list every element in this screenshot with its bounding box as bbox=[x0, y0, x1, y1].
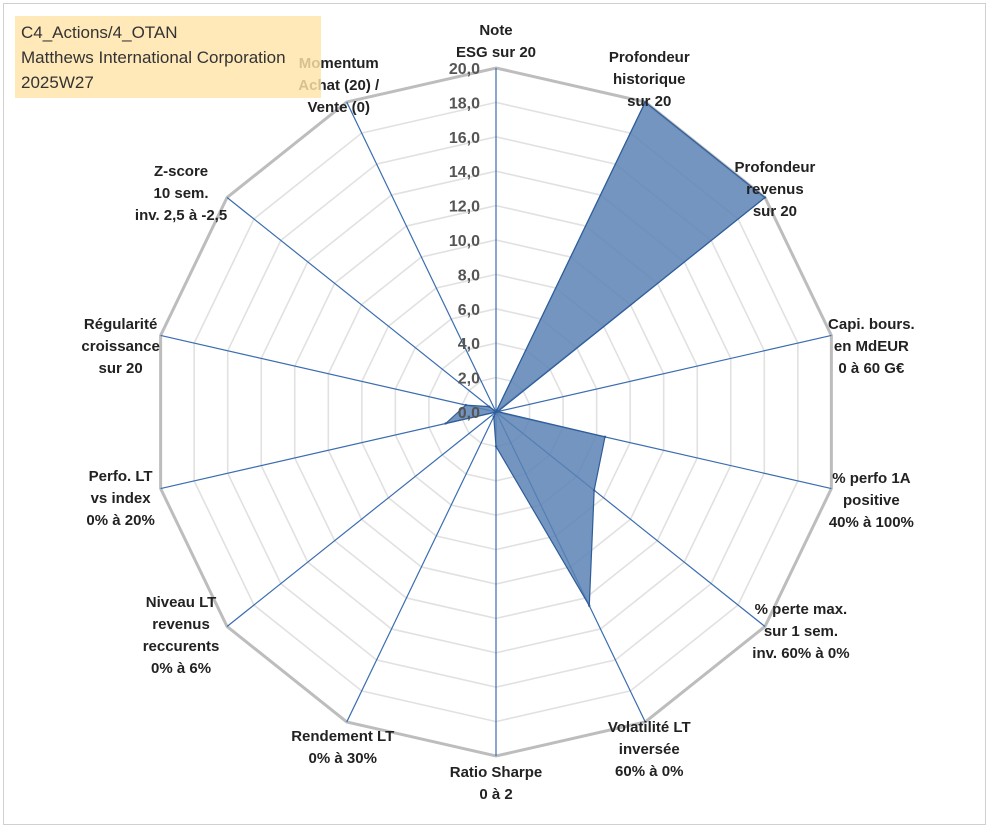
axis-label-line: 0% à 20% bbox=[86, 511, 155, 529]
data-point bbox=[492, 415, 495, 418]
axis-label-line: positive bbox=[843, 491, 900, 509]
axis-label: Profondeur historique sur 20 bbox=[609, 47, 690, 113]
data-point bbox=[494, 410, 498, 414]
axis-label-line: inv. 60% à 0% bbox=[752, 645, 850, 663]
data-point bbox=[592, 489, 596, 492]
axis-label: Profondeur revenus sur 20 bbox=[735, 157, 816, 223]
axis-label-line: Régularité bbox=[83, 316, 158, 334]
tick-label: 4,0 bbox=[458, 336, 480, 353]
tick-label: 18,0 bbox=[449, 95, 480, 112]
axis-label: Note ESG sur 20 bbox=[456, 20, 536, 64]
axis-label: Volatilité LT inversée 60% à 0% bbox=[608, 717, 691, 783]
axis-label-line: 60% à 0% bbox=[615, 762, 684, 780]
axis-spoke bbox=[346, 411, 497, 723]
data-point bbox=[644, 100, 647, 104]
title-line-1: C4_Actions/4_OTAN bbox=[21, 23, 178, 42]
axis-label: % perfo 1A positive 40% à 100% bbox=[829, 468, 914, 534]
data-point bbox=[488, 405, 491, 408]
axis-label-line: inversée bbox=[618, 740, 680, 758]
title-line-3: 2025W27 bbox=[21, 73, 94, 92]
axis-label-line: 40% à 100% bbox=[828, 513, 914, 531]
axis-label-line: Volatilité LT bbox=[607, 718, 691, 736]
data-point bbox=[494, 445, 498, 448]
axis-label-line: sur 20 bbox=[752, 202, 798, 220]
axis-label-line: Niveau LT bbox=[145, 594, 217, 612]
axis-label: Perfo. LT vs index 0% à 20% bbox=[86, 466, 154, 532]
axis-label-line: historique bbox=[612, 71, 686, 89]
tick-label: 20,0 bbox=[449, 61, 480, 78]
axis-label-line: Capi. bours. bbox=[828, 316, 915, 334]
tick-label: 2,0 bbox=[458, 371, 480, 388]
axis-label-line: 0% à 30% bbox=[308, 749, 377, 767]
tick-label: 14,0 bbox=[449, 164, 480, 181]
axis-label-line: Vente (0) bbox=[307, 99, 370, 117]
chart-title-box: C4_Actions/4_OTAN Matthews International… bbox=[15, 16, 321, 98]
axis-label: Rendement LT 0% à 30% bbox=[291, 726, 394, 770]
axis-label: Z-score 10 sem. inv. 2,5 à -2,5 bbox=[135, 161, 227, 227]
axis-spoke bbox=[226, 197, 497, 413]
axis-label-line: % perfo 1A bbox=[832, 469, 911, 487]
axis-label-line: ESG sur 20 bbox=[455, 44, 537, 61]
axis-spoke bbox=[160, 334, 497, 413]
axis-label-line: % perte max. bbox=[754, 601, 848, 619]
axis-label-line: 0 à 2 bbox=[479, 786, 513, 803]
axis-label-line: Note bbox=[479, 22, 513, 39]
axis-label-line: Z-score bbox=[153, 162, 209, 180]
axis-label: Ratio Sharpe 0 à 2 bbox=[450, 762, 543, 806]
radar-series bbox=[443, 100, 767, 608]
axis-label-line: Profondeur bbox=[608, 49, 690, 67]
data-point bbox=[464, 403, 468, 407]
axis-label-line: reccurents bbox=[142, 638, 220, 656]
data-point bbox=[603, 435, 607, 439]
axis-label-line: sur 20 bbox=[627, 93, 672, 111]
tick-label: 6,0 bbox=[458, 302, 480, 319]
chart-frame: 0,0 2,0 4,0 6,0 8,0 10,0 12,0 14,0 16,0 18,0 20,0 … bbox=[3, 3, 986, 825]
data-point bbox=[763, 196, 767, 199]
radar-tick-labels: 0,0 2,0 4,0 6,0 8,0 10,0 12,0 14,0 16,0 18,0 20,0 bbox=[449, 61, 480, 422]
axis-label-line: revenus bbox=[152, 616, 210, 634]
radar-chart: 0,0 2,0 4,0 6,0 8,0 10,0 12,0 14,0 16,0 18,0 20,0 bbox=[159, 61, 833, 758]
axis-label-line: inv. 2,5 à -2,5 bbox=[134, 206, 228, 224]
axis-label-line: en MdEUR bbox=[833, 338, 909, 356]
tick-label: 8,0 bbox=[458, 267, 480, 284]
axis-label-line: Profondeur bbox=[734, 158, 816, 176]
axis-spoke bbox=[160, 411, 497, 490]
data-point bbox=[588, 604, 591, 607]
axis-label-line: croissance bbox=[81, 338, 160, 356]
axis-spoke bbox=[346, 101, 497, 413]
data-point bbox=[444, 422, 447, 425]
axis-label-line: vs index bbox=[90, 489, 151, 507]
axis-spoke bbox=[495, 334, 832, 413]
axis-label-line: sur 20 bbox=[98, 360, 143, 378]
axis-label: % perte max. sur 1 sem. inv. 60% à 0% bbox=[752, 599, 849, 665]
axis-label-line: revenus bbox=[746, 180, 804, 198]
axis-label-line: sur 1 sem. bbox=[763, 623, 839, 641]
axis-label-line: Ratio Sharpe bbox=[449, 764, 543, 781]
axis-label: Capi. bours. en MdEUR 0 à 60 G€ bbox=[828, 314, 915, 380]
title-line-2: Matthews International Corporation bbox=[21, 48, 286, 67]
tick-label: 0,0 bbox=[458, 405, 480, 422]
axis-label-line: 10 sem. bbox=[153, 184, 209, 202]
axis-label: Niveau LT revenus reccurents 0% à 6% bbox=[143, 592, 220, 680]
axis-label: Régularité croissance sur 20 bbox=[81, 314, 159, 380]
axis-label-line: 0% à 6% bbox=[151, 660, 212, 678]
axis-label-line: Perfo. LT bbox=[88, 467, 153, 485]
tick-label: 10,0 bbox=[449, 233, 480, 250]
axis-label-line: 0 à 60 G€ bbox=[838, 360, 905, 378]
axis-label-line: Rendement LT bbox=[291, 727, 395, 745]
axis-spoke bbox=[226, 411, 497, 627]
series-area bbox=[443, 101, 766, 608]
tick-label: 12,0 bbox=[449, 199, 480, 216]
tick-label: 16,0 bbox=[449, 130, 480, 147]
